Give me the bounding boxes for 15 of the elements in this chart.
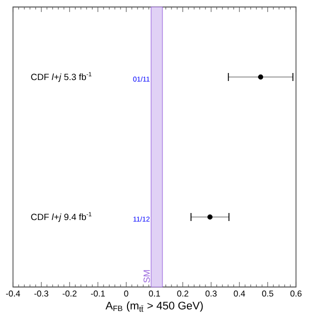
x-axis-title: A$_{FB}$ (m$_{tt̄}$ > 450 GeV) (106, 301, 203, 312)
x-tick-label: -0.4 (6, 290, 20, 297)
x-tick-label: 0.4 (234, 290, 246, 297)
x-tick-label: 0 (124, 290, 128, 297)
x-tick-label: 0.5 (262, 290, 274, 297)
x-tick-label: -0.2 (62, 290, 76, 297)
y-tick-label: CDF l+j 5.3 fb$^{-1}$ (31, 72, 92, 82)
x-tick-label: -0.1 (90, 290, 105, 297)
x-tick-label: 0.3 (206, 290, 217, 297)
x-tick-label: 0.2 (177, 290, 188, 297)
y-tick-label: CDF l+j 9.4 fb$^{-1}$ (31, 212, 92, 222)
x-tick-label: -0.3 (34, 290, 48, 297)
x-tick-label: 0.6 (290, 290, 302, 297)
x-tick-label: 0.1 (148, 290, 160, 297)
band-label: SM (144, 270, 150, 283)
